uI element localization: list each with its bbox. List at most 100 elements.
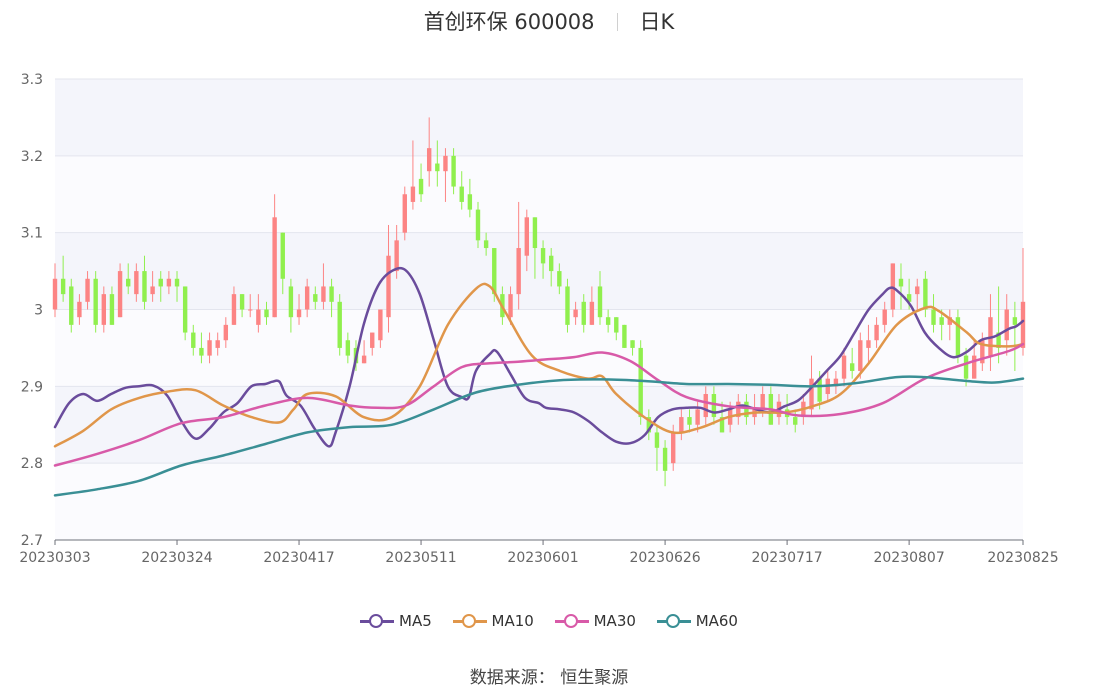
y-tick-label: 3.3 [21,72,43,88]
candle-body [695,409,700,425]
stock-title: 首创环保 600008 [423,10,595,34]
candle-body [345,340,351,356]
legend-marker [360,614,394,628]
y-tick-label: 2.8 [21,456,43,472]
candle [443,148,448,202]
y-tick-label: 3.2 [21,149,43,165]
plot-band [55,386,1023,464]
candle-body [996,332,1001,348]
candle-body [841,355,847,379]
candle [402,186,407,241]
x-tick-label: 20230717 [751,550,822,566]
candle [557,263,562,295]
x-tick-label: 20230511 [385,550,456,566]
candle-body [858,340,863,371]
candle-body [760,394,765,410]
candle-body [638,347,643,418]
candle [174,271,180,302]
candle [321,263,326,310]
candle-body [939,317,944,325]
x-tick-label: 20230825 [987,550,1058,566]
candle-body [418,178,424,195]
legend-marker [452,614,487,628]
candle [581,294,586,333]
plot-band [55,79,1023,156]
candle [719,401,725,433]
plot-band [55,155,1023,233]
candle-body [581,301,586,325]
x-tick-label: 20230807 [873,550,944,566]
candle [524,209,529,272]
y-tick-label: 3.1 [21,226,43,242]
x-tick-label: 20230417 [263,550,334,566]
legend-item-ma10[interactable]: MA10 [452,612,534,630]
plot-band [55,463,1023,540]
candle-body [817,378,822,402]
candle-body [402,194,407,233]
candle [288,278,294,333]
axes: 2.7 2.8 2.9 3 3.1 3.2 3.3 20230303 20230324 20230… [19,72,1058,566]
candle [475,201,481,249]
candle-body [321,286,326,302]
candle [605,309,611,333]
ma-line-ma30 [53,342,1025,467]
candle-body [459,186,464,202]
candle-body [719,417,725,433]
candle-body [304,286,310,310]
candle-body [1020,301,1026,348]
y-tick-label: 2.9 [21,379,43,395]
candle-body [549,255,554,272]
candle [215,332,220,356]
candle [614,317,619,341]
candle [52,263,58,318]
candle-body [980,340,985,364]
candle-body [874,324,879,341]
candle [996,286,1001,364]
legend-item-ma5[interactable]: MA5 [360,612,432,630]
candle-body [280,232,285,279]
candle [109,286,115,325]
candle [459,171,464,210]
candle [93,271,98,333]
candle [703,386,708,425]
source-value: 恒生聚源 [560,668,629,688]
plot-band [55,232,1023,310]
candle-body [711,394,717,418]
legend-label: MA10 [491,612,534,630]
legend-circle-icon [369,614,383,628]
candle-body [923,278,928,310]
y-tick-label: 2.7 [21,533,43,549]
candle [849,347,855,379]
candle-body [272,217,277,318]
candle [833,370,839,395]
candle-body [60,278,66,295]
candle-body [296,309,302,318]
candle [573,301,578,325]
candle-body [687,417,692,425]
candle-body [361,355,367,364]
candle [736,394,741,425]
candle [370,332,375,356]
candle [866,324,871,364]
x-tick-label: 20230601 [507,550,578,566]
legend-item-ma60[interactable]: MA60 [656,612,738,630]
title-separator [616,13,618,31]
candle-body [126,278,131,287]
candle [69,278,74,333]
candle-body [239,294,245,310]
plot-background [55,79,1023,540]
legend-item-ma30[interactable]: MA30 [554,612,636,630]
legend: MA5 MA10 MA30 MA60 [0,612,1098,630]
candle-body [182,286,188,333]
candle [280,232,285,295]
candle-body [866,340,871,348]
candle [947,309,952,341]
candle-body [614,317,619,333]
candle-body [955,317,961,356]
candle-body [483,240,489,249]
candle-body [906,294,912,302]
candle [679,409,684,441]
legend-circle-icon [563,614,578,628]
moving-average-lines [53,266,1025,497]
candle [874,317,879,348]
